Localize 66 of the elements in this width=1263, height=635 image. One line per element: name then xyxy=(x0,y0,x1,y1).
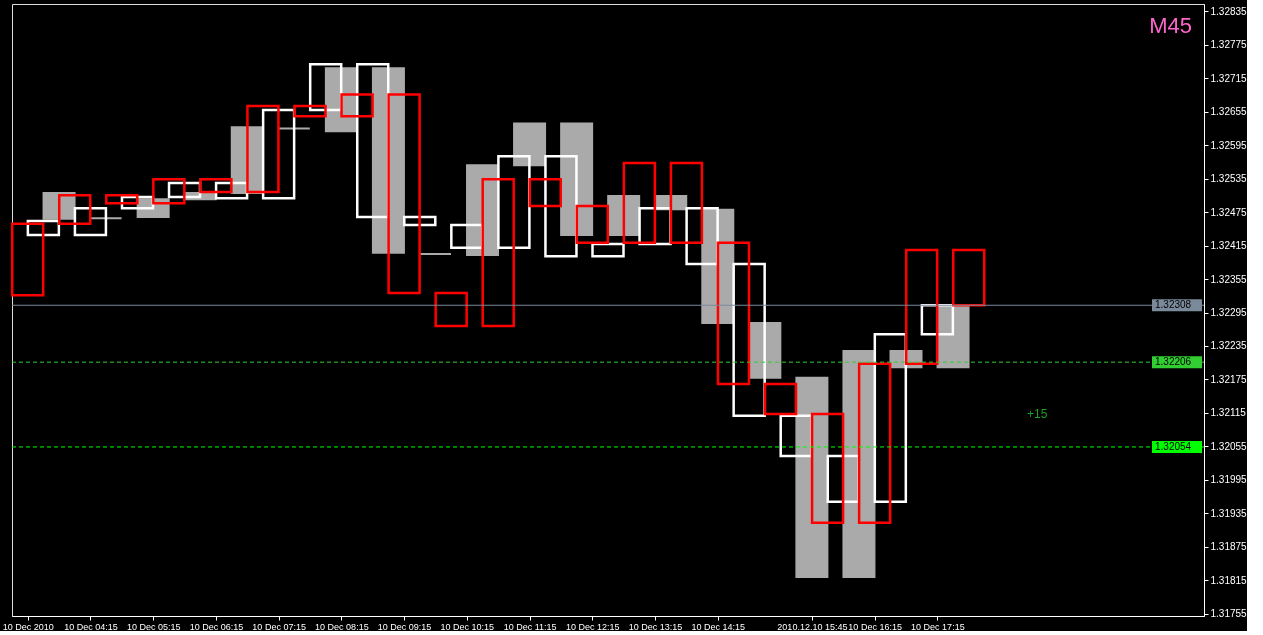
bar xyxy=(669,161,704,245)
bar xyxy=(246,104,280,194)
y-tick-label: 1.32415 xyxy=(1210,240,1248,252)
x-tick-label: 10 Dec 04:15 xyxy=(64,621,118,632)
bar xyxy=(716,241,751,386)
y-tick-label: 1.31995 xyxy=(1210,474,1248,486)
x-tick-label: 10 Dec 08:15 xyxy=(315,621,369,632)
bar xyxy=(10,222,45,297)
x-tick-label: 10 Dec 13:15 xyxy=(628,621,683,632)
y-tick-label: 1.32235 xyxy=(1210,340,1248,352)
x-tick-label: 10 Dec 10:15 xyxy=(440,621,495,632)
bar xyxy=(481,177,515,328)
bar xyxy=(622,161,657,245)
y-tick-label: 1.32175 xyxy=(1210,373,1248,385)
annotation: +15 xyxy=(1027,407,1048,421)
bar xyxy=(434,291,468,328)
x-tick-label: 10 Dec 05:15 xyxy=(126,621,181,632)
y-tick-label: 1.32655 xyxy=(1210,106,1248,118)
x-tick-label: 10 Dec 06:15 xyxy=(189,621,244,632)
bar xyxy=(513,122,547,167)
x-tick-label: 10 Dec 11:15 xyxy=(503,621,557,632)
y-tick-label: 1.32295 xyxy=(1210,307,1248,319)
x-tick-label: 10 Dec 17:15 xyxy=(911,621,965,632)
y-tick-label: 1.32475 xyxy=(1210,206,1248,218)
y-tick-label: 1.32715 xyxy=(1210,72,1248,84)
x-tick-label: 10 Dec 14:15 xyxy=(691,621,746,632)
ref-line-label: 1.32308 xyxy=(1155,299,1192,311)
y-tick-label: 1.32055 xyxy=(1210,440,1248,452)
bar xyxy=(403,215,437,227)
bar xyxy=(857,362,892,525)
y-tick-label: 1.32355 xyxy=(1210,273,1248,285)
y-tick-label: 1.32595 xyxy=(1210,139,1248,151)
x-tick-label: 10 Dec 16:15 xyxy=(848,621,902,632)
ref-line-label: 1.32206 xyxy=(1155,356,1192,368)
x-tick-label: 10 Dec 2010 xyxy=(2,621,54,632)
y-tick-label: 1.32535 xyxy=(1210,173,1248,185)
y-tick-label: 1.31935 xyxy=(1210,507,1248,519)
bar xyxy=(26,219,61,237)
bar xyxy=(528,177,563,208)
bar xyxy=(810,412,845,525)
bar xyxy=(261,108,296,200)
bar xyxy=(199,177,233,194)
y-tick-label: 1.32115 xyxy=(1210,407,1247,419)
bar xyxy=(795,376,829,578)
x-tick-label: 10 Dec 07:15 xyxy=(252,621,306,632)
ref-line-label: 1.32054 xyxy=(1155,440,1192,452)
bar xyxy=(873,333,908,503)
bar xyxy=(904,248,939,366)
chart-title: M45 xyxy=(1149,13,1192,38)
bar xyxy=(763,382,798,416)
bar xyxy=(387,93,421,295)
y-tick-label: 1.32835 xyxy=(1210,5,1248,17)
y-tick-label: 1.31875 xyxy=(1210,541,1248,553)
bar xyxy=(340,93,374,118)
bar xyxy=(152,177,186,205)
x-tick-label: 2010.12.10 15:45 xyxy=(777,621,848,632)
x-tick-label: 10 Dec 12:15 xyxy=(566,621,620,632)
bar xyxy=(73,206,108,237)
y-tick-label: 1.31815 xyxy=(1210,574,1248,586)
y-tick-label: 1.31755 xyxy=(1210,608,1248,620)
bar xyxy=(57,194,92,226)
y-tick-label: 1.32775 xyxy=(1210,39,1248,51)
bar xyxy=(105,194,139,205)
x-tick-label: 10 Dec 09:15 xyxy=(377,621,432,632)
bar xyxy=(575,204,610,245)
bar xyxy=(293,104,327,118)
